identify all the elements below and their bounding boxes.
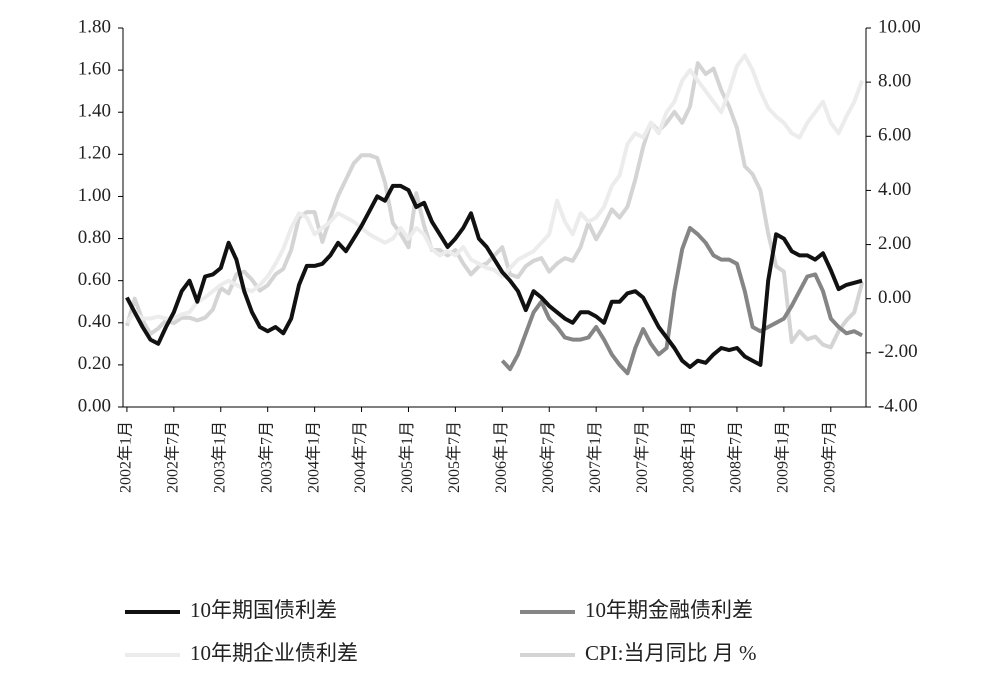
x-tick-label: 2006年1月	[492, 421, 510, 493]
legend-label: CPI:当月同比 月 %	[585, 641, 757, 665]
x-tick-label: 2007年1月	[586, 421, 604, 493]
x-tick-label: 2004年7月	[351, 421, 369, 493]
legend-label: 10年期国债利差	[190, 598, 337, 622]
y2-tick-label: 2.00	[878, 233, 911, 254]
series-line	[124, 61, 865, 350]
x-tick-label: 2002年1月	[117, 421, 135, 493]
y2-tick-label: 0.00	[878, 287, 911, 308]
y-tick-label: 0.40	[78, 311, 111, 332]
x-tick-label: 2008年1月	[680, 421, 698, 493]
series-line	[125, 53, 864, 324]
y2-tick-label: -4.00	[878, 395, 918, 416]
y-tick-label: 0.20	[78, 353, 111, 374]
y2-tick-label: 6.00	[878, 125, 911, 146]
y2-tick-label: 4.00	[878, 179, 911, 200]
y-tick-label: 1.60	[78, 58, 111, 79]
y-tick-label: 1.80	[78, 16, 111, 37]
y-tick-label: 1.20	[78, 143, 111, 164]
legend-label: 10年期企业债利差	[190, 641, 358, 665]
x-tick-label: 2007年7月	[633, 421, 651, 493]
x-tick-label: 2003年7月	[257, 421, 275, 493]
x-tick-label: 2003年1月	[210, 421, 228, 493]
y2-tick-label: 10.00	[878, 16, 921, 37]
x-tick-label: 2009年1月	[774, 421, 792, 493]
x-tick-label: 2009年7月	[820, 421, 838, 493]
y-tick-label: 0.80	[78, 227, 111, 248]
x-tick-label: 2002年7月	[164, 421, 182, 493]
series-line	[500, 226, 864, 376]
x-tick-label: 2005年7月	[445, 421, 463, 493]
x-tick-label: 2004年1月	[304, 421, 322, 493]
x-tick-label: 2005年1月	[398, 421, 416, 493]
y-tick-label: 1.00	[78, 185, 111, 206]
x-tick-label: 2006年7月	[539, 421, 557, 493]
y-tick-label: 0.00	[78, 395, 111, 416]
series-line	[125, 183, 863, 369]
legend-label: 10年期金融债利差	[585, 598, 753, 622]
y-tick-label: 0.60	[78, 269, 111, 290]
y2-tick-label: 8.00	[878, 71, 911, 92]
y-tick-label: 1.40	[78, 101, 111, 122]
x-tick-label: 2008年7月	[727, 421, 745, 493]
y2-tick-label: -2.00	[878, 341, 918, 362]
